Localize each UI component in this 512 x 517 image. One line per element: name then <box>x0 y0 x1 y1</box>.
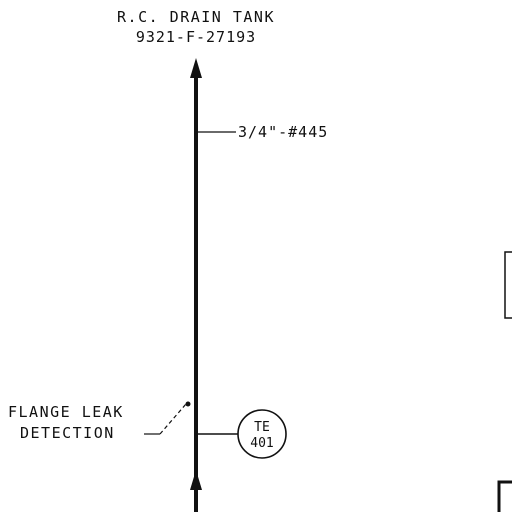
border-fragment-right-upper <box>504 251 512 319</box>
flange-note-line2: DETECTION <box>20 424 115 442</box>
flange-point-marker <box>185 401 191 407</box>
flow-arrow-bottom <box>190 470 202 490</box>
flow-arrow-top <box>190 58 202 78</box>
instrument-tag-letters: TE <box>254 420 270 435</box>
temperature-element-bubble <box>237 409 287 459</box>
instrument-tag-number: 401 <box>250 436 273 451</box>
destination-title: R.C. DRAIN TANK <box>117 8 275 26</box>
flange-note-line1: FLANGE LEAK <box>8 403 124 421</box>
line-designation-label: 3/4"-#445 <box>238 123 328 141</box>
destination-drawing-number: 9321-F-27193 <box>136 28 256 46</box>
flange-note-leader-dashed <box>159 403 187 435</box>
border-fragment-right-lower <box>497 480 512 512</box>
